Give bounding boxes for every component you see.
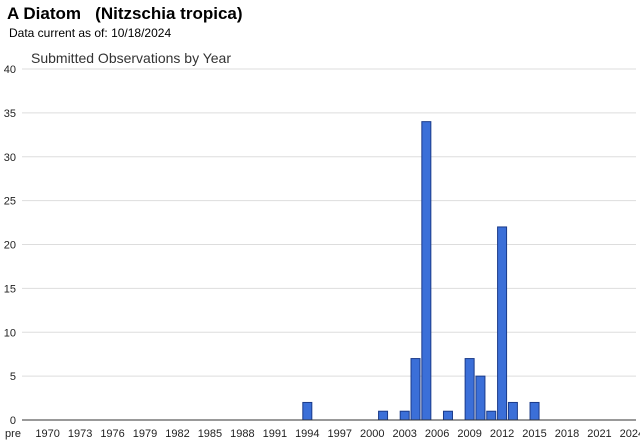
x-tick-label: 2012 [490,428,514,440]
data-current-date: 10/18/2024 [111,26,172,40]
bar-2004 [410,358,421,421]
bar-2001 [378,410,389,421]
x-tick-label: pre [5,428,21,440]
x-tick-label: 2000 [360,428,384,440]
x-tick-label: 2024 [620,428,640,440]
x-tick-label: 2021 [587,428,611,440]
x-tick-label: 1988 [230,428,254,440]
x-tick-label: 1994 [295,428,319,440]
y-tick-label: 5 [10,371,16,383]
x-tick-label: 2018 [555,428,579,440]
bar-2009 [464,358,475,421]
gridlines [22,68,636,377]
y-tick-label: 40 [4,64,16,76]
chart-header: A Diatom (Nitzschia tropica) [7,4,243,24]
x-tick-label: 2006 [425,428,449,440]
x-tick-label: 2015 [522,428,546,440]
y-tick-label: 35 [4,108,16,120]
x-axis-labels: pre 1970 1973 1976 1979 1982 1985 1988 1991 1994 1… [5,428,640,440]
x-tick-label: 2003 [392,428,416,440]
y-tick-label: 10 [4,327,16,339]
bars [302,121,540,421]
bar-2013 [507,401,518,421]
x-tick-label: 1991 [263,428,287,440]
y-tick-label: 25 [4,196,16,208]
y-tick-label: 0 [10,415,16,427]
x-tick-label: 1997 [328,428,352,440]
x-tick-label: 1985 [198,428,222,440]
bar-2010 [475,375,486,421]
y-tick-label: 15 [4,283,16,295]
species-title: A Diatom (Nitzschia tropica) [7,4,243,23]
x-tick-label: 1973 [68,428,92,440]
x-tick-label: 1976 [100,428,124,440]
x-tick-label: 1970 [35,428,59,440]
bar-2007 [442,410,453,421]
y-tick-label: 30 [4,152,16,164]
data-current-label: Data current as of: [9,26,108,40]
bar-2015 [529,401,540,421]
chart-title: Submitted Observations by Year [31,50,231,66]
x-tick-label: 1979 [133,428,157,440]
bar-2012 [497,226,508,421]
x-tick-label: 2009 [457,428,481,440]
bar-2003 [399,410,410,421]
y-tick-label: 20 [4,240,16,252]
bar-1994 [302,401,313,421]
bar-2005 [421,121,432,421]
bar-2011 [486,410,497,421]
x-tick-label: 1982 [165,428,189,440]
y-axis-labels: 0 5 10 15 20 25 30 35 40 [4,64,16,427]
data-current-line: Data current as of: 10/18/2024 [9,26,171,40]
